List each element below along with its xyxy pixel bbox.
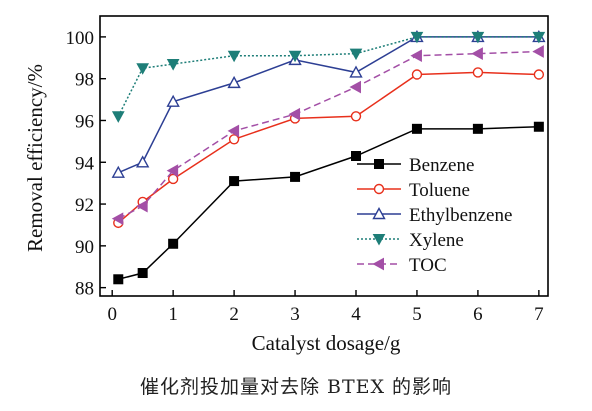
series-layer [111, 29, 546, 285]
series-benzene [113, 121, 544, 285]
x-tick-label: 0 [107, 304, 117, 325]
x-axis: 0 1 2 3 4 5 6 7 [107, 290, 544, 325]
y-tick-label: 88 [75, 279, 94, 300]
plot-border [99, 15, 549, 297]
x-axis-label: Catalyst dosage/g [252, 331, 401, 355]
data-point-ethylbenzene [349, 65, 363, 78]
series-toc [111, 45, 544, 226]
data-point-toc [349, 80, 361, 94]
data-point-toc [227, 124, 240, 138]
data-point-toluene [411, 69, 423, 80]
series-line-benzene [118, 125, 539, 281]
data-point-ethylbenzene [227, 75, 241, 89]
data-point-toc [111, 212, 124, 226]
data-point-benzene [411, 123, 422, 134]
data-point-benzene [137, 268, 148, 279]
data-point-xylene [288, 50, 302, 63]
data-point-toc [288, 107, 301, 121]
legend-item-benzene: Benzene [357, 155, 474, 176]
data-point-ethylbenzene [111, 165, 125, 178]
legend-item-xylene: Xylene [357, 230, 464, 251]
data-point-toc [410, 49, 422, 63]
data-point-toluene [533, 69, 545, 80]
legend-item-toluene: Toluene [357, 180, 470, 201]
data-point-benzene [290, 171, 301, 182]
y-tick-label: 98 [75, 70, 94, 91]
data-point-ethylbenzene [135, 155, 150, 168]
data-point-toluene [350, 111, 362, 122]
legend-marker-xylene [372, 234, 386, 246]
plot-area [99, 15, 549, 297]
series-line-ethylbenzene [117, 36, 539, 174]
data-point-toluene [167, 173, 179, 185]
y-tick-label: 100 [66, 28, 95, 49]
y-tick-label: 94 [75, 153, 95, 174]
data-point-toc [532, 45, 544, 58]
y-axis-label: Removal efficiency/% [23, 64, 47, 252]
y-tick-label: 92 [75, 195, 94, 216]
y-axis: 88 90 92 94 96 98 100 [66, 28, 106, 300]
data-point-toluene [228, 134, 240, 145]
legend-marker-toc [372, 257, 384, 271]
legend-label-ethylbenzene: Ethylbenzene [409, 205, 512, 226]
data-point-benzene [168, 238, 179, 249]
series-line-xylene [117, 36, 539, 117]
data-point-xylene [136, 63, 150, 75]
data-point-benzene [113, 274, 124, 285]
data-point-toluene [472, 67, 484, 78]
legend-label-toc: TOC [409, 255, 447, 276]
x-tick-label: 6 [473, 304, 483, 325]
x-tick-label: 5 [412, 304, 422, 325]
figure-caption: 催化剂投加量对去除 BTEX 的影响 [139, 376, 453, 398]
series-xylene [111, 31, 546, 123]
data-point-xylene [111, 111, 125, 123]
legend-label-xylene: Xylene [409, 230, 464, 251]
line-chart: 88 90 92 94 96 98 100 0 1 2 3 4 5 6 7 Benzene Toluene E… [23, 15, 549, 355]
legend: Benzene Toluene Ethylbenzene Xylene TOC [357, 155, 512, 276]
legend-marker-benzene [374, 159, 384, 169]
x-tick-label: 4 [351, 304, 361, 325]
y-tick-label: 96 [75, 111, 94, 132]
series-line-toluene [117, 71, 539, 224]
data-point-xylene [532, 31, 546, 44]
y-tick-label: 90 [75, 237, 94, 258]
x-tick-label: 2 [229, 304, 239, 325]
data-point-benzene [533, 121, 544, 132]
data-point-xylene [166, 59, 180, 71]
data-point-xylene [410, 31, 424, 44]
legend-marker-toluene [373, 183, 385, 195]
data-point-benzene [351, 151, 361, 161]
data-point-toc [471, 47, 483, 60]
x-tick-label: 7 [534, 304, 544, 325]
legend-label-toluene: Toluene [409, 180, 470, 201]
x-tick-label: 3 [290, 304, 300, 325]
data-point-benzene [229, 176, 240, 187]
data-point-toc [136, 199, 148, 213]
data-point-benzene [472, 123, 483, 134]
legend-label-benzene: Benzene [409, 155, 474, 176]
data-point-ethylbenzene [166, 94, 180, 107]
data-point-xylene [349, 48, 363, 61]
data-point-xylene [227, 50, 241, 63]
data-point-xylene [471, 31, 485, 44]
data-point-toc [166, 164, 179, 177]
legend-item-ethylbenzene: Ethylbenzene [357, 205, 512, 226]
legend-item-toc: TOC [357, 255, 447, 276]
x-tick-label: 1 [168, 304, 178, 325]
legend-marker-ethylbenzene [372, 207, 386, 220]
series-toluene [113, 67, 545, 229]
